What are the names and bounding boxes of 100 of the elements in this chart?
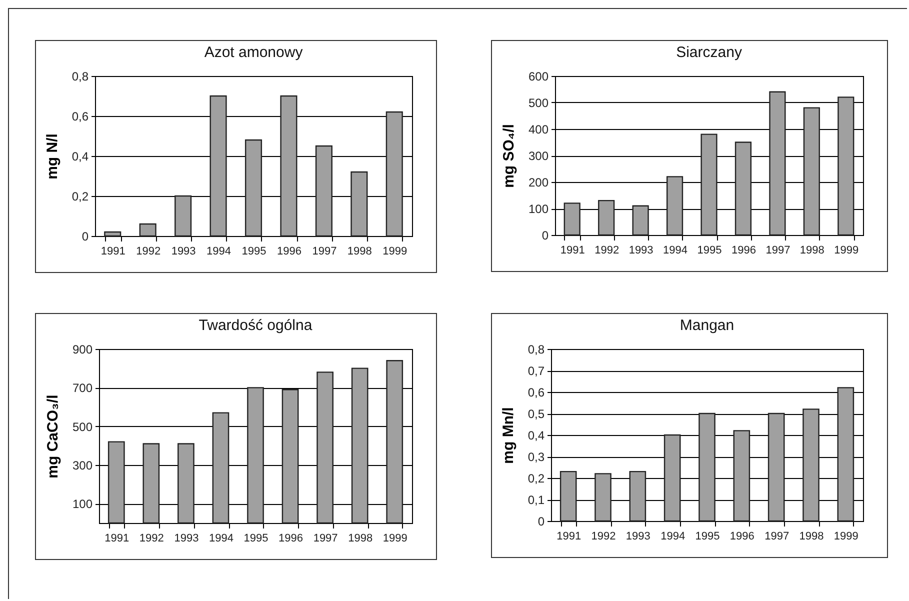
x-tick-label: 1995: [244, 532, 268, 544]
bar: [598, 200, 615, 236]
y-tick-label: 500: [528, 96, 549, 110]
y-tick-label: 500: [72, 420, 93, 434]
x-tick-label: 1998: [799, 530, 824, 542]
bar: [247, 387, 264, 524]
y-tick-label: 0,2: [72, 190, 89, 204]
bar: [178, 443, 194, 524]
y-axis-title: mg SO₄/l: [500, 124, 518, 188]
bar: [350, 171, 368, 237]
y-tick-label: 0,8: [72, 70, 89, 84]
y-tick-label: 0,6: [72, 110, 89, 124]
y-tick-label: 0,2: [528, 472, 545, 486]
bar: [315, 145, 332, 237]
y-tick-label: 200: [528, 176, 549, 190]
y-tick-label: 0: [82, 230, 89, 244]
bar: [733, 430, 750, 522]
x-tick-label: 1998: [348, 532, 373, 544]
bar: [734, 142, 752, 236]
bar: [108, 441, 125, 524]
bar: [594, 473, 612, 522]
x-tick-label: 1993: [171, 246, 196, 258]
y-tick-label: 0,6: [528, 386, 545, 400]
y-tick-label: 0,8: [528, 342, 545, 356]
x-tick-label: 1994: [208, 532, 234, 544]
y-tick-label: 100: [528, 202, 549, 216]
y-tick-label: 0,3: [528, 450, 545, 464]
bar: [139, 223, 156, 237]
bar: [769, 91, 786, 236]
y-tick-label: 400: [528, 122, 549, 136]
bar: [351, 368, 368, 524]
x-tick-label: 1998: [800, 244, 824, 256]
x-tick-label: 1995: [697, 244, 722, 256]
x-tick-label: 1998: [347, 246, 372, 258]
bar: [142, 443, 160, 524]
chart-title: Siarczany: [676, 44, 742, 61]
bar: [282, 389, 299, 524]
x-tick-label: 1995: [695, 530, 720, 542]
bar: [632, 205, 649, 236]
y-tick-label: 0: [538, 514, 545, 528]
x-tick-label: 1993: [628, 244, 654, 256]
x-tick-label: 1999: [834, 530, 858, 542]
bar: [104, 231, 122, 237]
x-tick-label: 1994: [660, 530, 686, 542]
bar: [803, 107, 820, 236]
y-tick-label: 600: [528, 70, 549, 84]
x-tick-label: 1993: [626, 530, 650, 542]
y-axis-title: mg CaCO₃/l: [44, 394, 62, 478]
bar: [838, 96, 854, 236]
y-tick-label: 700: [72, 381, 93, 396]
bar: [698, 412, 716, 522]
x-tick-label: 1997: [313, 532, 338, 544]
bar: [666, 176, 684, 236]
x-tick-label: 1996: [276, 246, 302, 258]
y-axis-title: mg N/l: [44, 134, 61, 180]
chart-title: Mangan: [680, 317, 734, 334]
bar: [700, 134, 718, 236]
y-tick-label: 0: [542, 228, 549, 242]
y-tick-label: 0,4: [72, 150, 89, 164]
bar: [629, 470, 646, 522]
y-tick-label: 300: [72, 458, 93, 472]
y-tick-label: 300: [528, 149, 549, 163]
bar: [802, 408, 820, 522]
x-tick-label: 1992: [591, 530, 616, 542]
x-tick-label: 1996: [278, 532, 304, 544]
y-tick-label: 0,4: [528, 428, 545, 442]
y-tick-label: 0,1: [528, 493, 545, 507]
bar: [837, 387, 854, 522]
bar: [244, 139, 262, 237]
x-tick-label: 1996: [731, 244, 756, 256]
x-tick-label: 1993: [174, 532, 199, 544]
bar: [174, 195, 192, 237]
y-tick-label: 0,7: [528, 364, 545, 378]
x-tick-label: 1999: [834, 244, 859, 256]
bar: [386, 111, 403, 237]
bar: [316, 372, 334, 524]
x-tick-label: 1997: [312, 246, 337, 258]
bar: [664, 434, 681, 522]
y-axis-title: mg Mn/l: [500, 407, 517, 464]
bar: [386, 360, 404, 524]
x-tick-label: 1996: [730, 530, 754, 542]
x-tick-label: 1991: [560, 244, 585, 256]
y-tick-label: 0,5: [528, 407, 545, 421]
x-tick-label: 1991: [100, 246, 126, 258]
x-tick-label: 1994: [663, 244, 688, 256]
x-tick-label: 1992: [139, 532, 164, 544]
x-tick-label: 1994: [206, 246, 232, 258]
x-tick-label: 1991: [104, 532, 130, 544]
x-tick-label: 1995: [242, 246, 266, 258]
x-tick-label: 1999: [382, 246, 408, 258]
x-tick-label: 1999: [382, 532, 408, 544]
x-tick-label: 1991: [556, 530, 582, 542]
x-tick-label: 1997: [766, 244, 790, 256]
bar: [280, 95, 298, 237]
bar: [768, 412, 785, 522]
chart-title: Twardość ogólna: [198, 317, 313, 334]
bar: [560, 470, 577, 522]
y-tick-label: 100: [72, 497, 93, 512]
y-tick-label: 900: [72, 342, 93, 356]
bar: [212, 412, 230, 524]
